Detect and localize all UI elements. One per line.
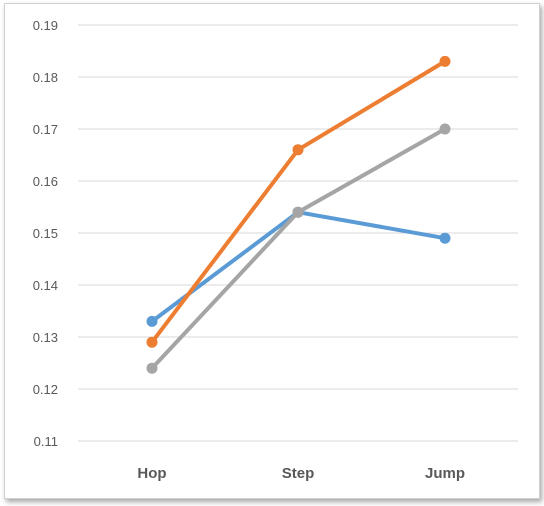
x-axis-labels: Hop Step Jump bbox=[137, 465, 465, 482]
data-point bbox=[146, 315, 158, 327]
series-line bbox=[150, 127, 447, 371]
y-tick-label: 0.18 bbox=[33, 70, 58, 85]
series-line bbox=[150, 210, 447, 324]
series-line bbox=[150, 59, 447, 345]
series-group bbox=[146, 55, 451, 374]
data-point bbox=[146, 362, 158, 374]
series-3 bbox=[146, 123, 451, 374]
data-point bbox=[439, 55, 451, 67]
y-tick-label: 0.17 bbox=[33, 122, 58, 137]
data-point bbox=[439, 123, 451, 135]
y-tick-label: 0.14 bbox=[33, 278, 58, 293]
data-point bbox=[292, 206, 304, 218]
y-tick-label: 0.13 bbox=[33, 330, 58, 345]
data-point bbox=[146, 336, 158, 348]
y-tick-label: 0.12 bbox=[33, 382, 58, 397]
gridlines bbox=[78, 24, 518, 442]
x-tick-label: Hop bbox=[137, 465, 166, 482]
y-axis-labels: 0.11 0.12 0.13 0.14 0.15 0.16 0.17 0.18 0.19 bbox=[33, 18, 58, 449]
chart-frame bbox=[4, 3, 540, 499]
series-1 bbox=[146, 206, 451, 327]
series-2 bbox=[146, 55, 451, 348]
data-point bbox=[292, 144, 304, 156]
y-tick-label: 0.15 bbox=[33, 226, 58, 241]
data-point bbox=[439, 232, 451, 244]
x-tick-label: Step bbox=[282, 465, 315, 482]
y-tick-label: 0.11 bbox=[34, 434, 58, 449]
x-tick-label: Jump bbox=[425, 465, 465, 482]
y-tick-label: 0.16 bbox=[33, 174, 58, 189]
y-tick-label: 0.19 bbox=[33, 18, 58, 33]
